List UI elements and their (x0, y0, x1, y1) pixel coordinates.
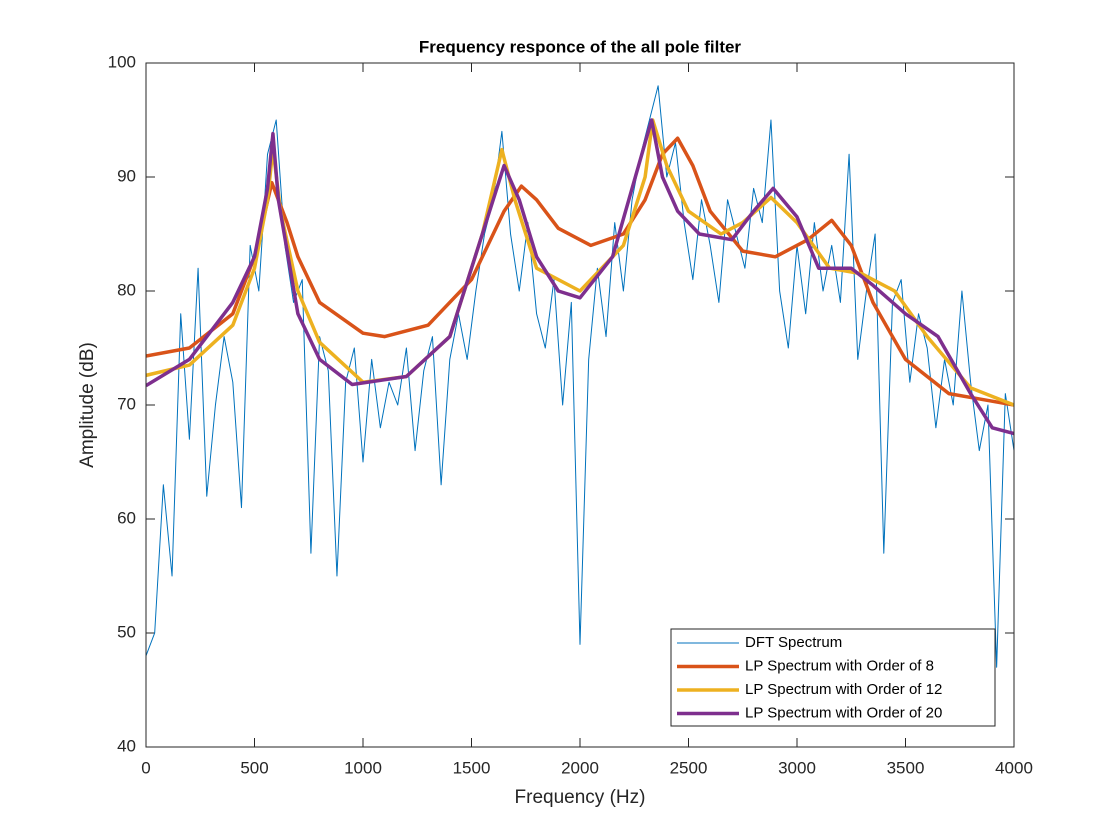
legend-label: LP Spectrum with Order of 8 (745, 657, 934, 674)
x-tick-label: 1500 (453, 758, 491, 777)
x-tick-label: 500 (240, 758, 268, 777)
x-tick-label: 0 (141, 758, 150, 777)
legend-label: LP Spectrum with Order of 20 (745, 704, 942, 721)
x-axis-label: Frequency (Hz) (515, 787, 646, 808)
legend-label: DFT Spectrum (745, 634, 842, 651)
legend-box (670, 628, 996, 727)
y-tick-label: 50 (117, 622, 136, 641)
plot-frame (145, 62, 1015, 748)
legend: DFT Spectrum LP Spectrum with Order of 8 L… (670, 628, 996, 727)
y-tick-label: 80 (117, 280, 136, 299)
series-line (146, 118, 1014, 436)
y-tick-label: 100 (108, 52, 136, 71)
x-tick-label: 2500 (670, 758, 708, 777)
x-tick-label: 3000 (778, 758, 816, 777)
y-tick-label: 40 (117, 736, 136, 755)
x-tick-label: 3500 (887, 758, 925, 777)
x-tick-label: 1000 (344, 758, 382, 777)
y-tick-label: 60 (117, 508, 136, 527)
x-tick-label: 2000 (561, 758, 599, 777)
legend-label: LP Spectrum with Order of 12 (745, 681, 942, 698)
y-tick-label: 70 (117, 394, 136, 413)
series-line (146, 136, 1014, 407)
y-tick-label: 90 (117, 166, 136, 185)
x-tick-label: 4000 (995, 758, 1033, 777)
y-axis-label: Amplitude (dB) (77, 342, 98, 468)
series-line (146, 85, 1014, 668)
chart-title: Frequency responce of the all pole filte… (419, 37, 742, 56)
